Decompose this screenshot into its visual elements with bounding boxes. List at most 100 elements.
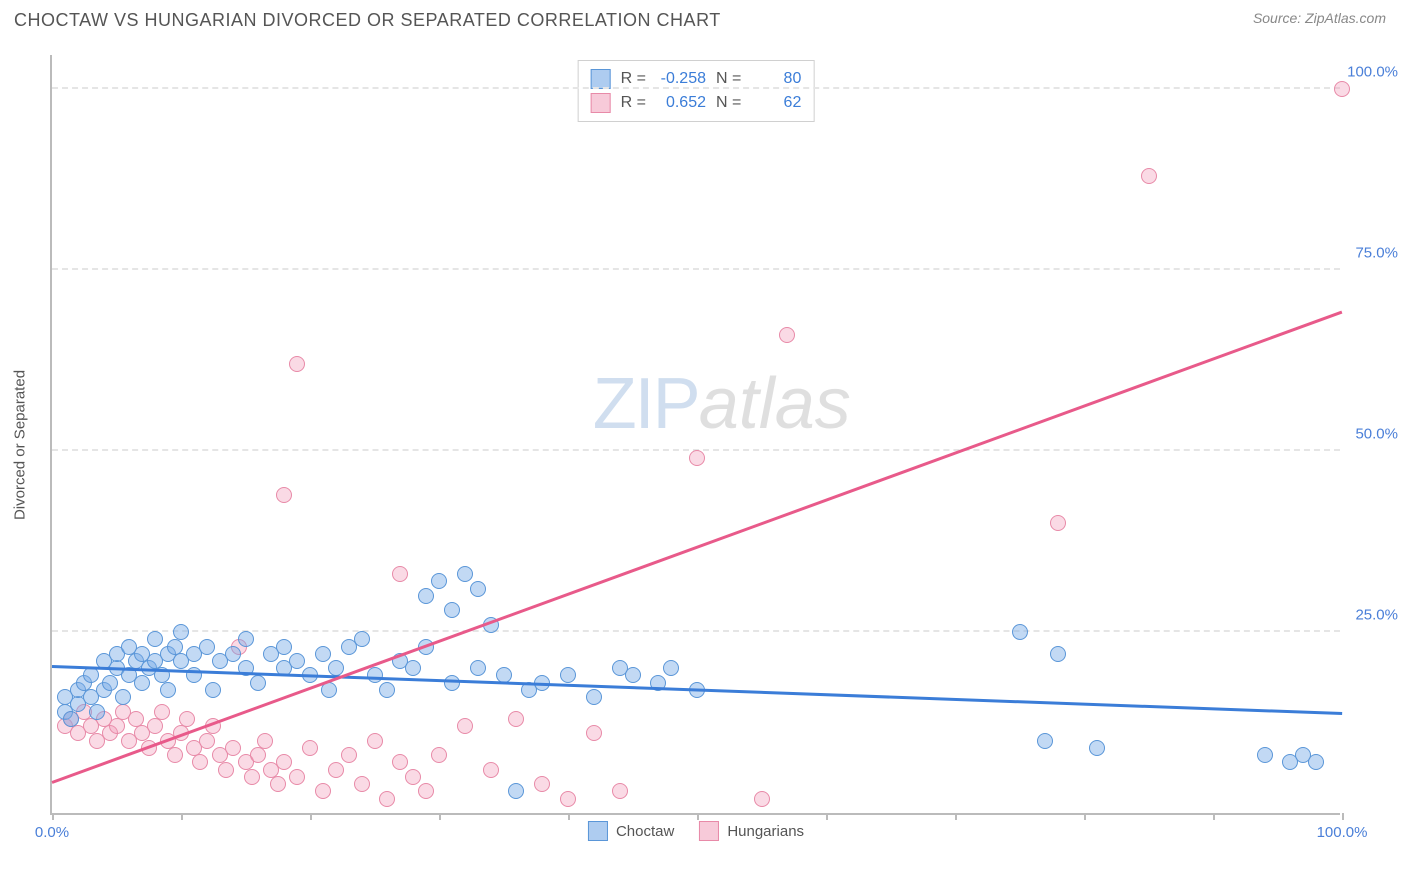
data-point (63, 711, 79, 727)
data-point (179, 711, 195, 727)
data-point (431, 747, 447, 763)
x-tick-label: 100.0% (1317, 824, 1368, 841)
n-label: N = (716, 70, 741, 88)
x-tick (52, 813, 54, 820)
data-point (586, 689, 602, 705)
data-point (1037, 733, 1053, 749)
x-tick (181, 813, 183, 820)
data-point (328, 762, 344, 778)
scatter-plot: ZIPatlas R = -0.258 N = 80 R = 0.652 N =… (50, 55, 1340, 815)
trendline-pink (51, 311, 1342, 784)
data-point (205, 682, 221, 698)
data-point (663, 660, 679, 676)
data-point (244, 769, 260, 785)
data-point (457, 718, 473, 734)
n-value-blue: 80 (751, 70, 801, 88)
data-point (225, 740, 241, 756)
legend-item-hungarians: Hungarians (699, 821, 804, 841)
x-tick (697, 813, 699, 820)
data-point (689, 450, 705, 466)
data-point (405, 769, 421, 785)
data-point (457, 566, 473, 582)
legend-item-choctaw: Choctaw (588, 821, 674, 841)
data-point (147, 631, 163, 647)
data-point (534, 776, 550, 792)
correlation-legend: R = -0.258 N = 80 R = 0.652 N = 62 (578, 60, 815, 122)
x-tick (439, 813, 441, 820)
data-point (302, 740, 318, 756)
data-point (199, 639, 215, 655)
data-point (270, 776, 286, 792)
y-axis-label: Divorced or Separated (12, 370, 29, 520)
x-tick (1213, 813, 1215, 820)
data-point (483, 762, 499, 778)
data-point (508, 783, 524, 799)
data-point (250, 675, 266, 691)
data-point (779, 327, 795, 343)
data-point (289, 653, 305, 669)
swatch-pink-icon (699, 821, 719, 841)
data-point (328, 660, 344, 676)
trendline-blue (52, 665, 1342, 715)
legend-label-hungarians: Hungarians (727, 823, 804, 840)
x-tick (1084, 813, 1086, 820)
data-point (218, 762, 234, 778)
data-point (147, 718, 163, 734)
data-point (154, 704, 170, 720)
data-point (315, 646, 331, 662)
source-name: ZipAtlas.com (1305, 10, 1386, 26)
data-point (405, 660, 421, 676)
data-point (1141, 168, 1157, 184)
data-point (257, 733, 273, 749)
source-prefix: Source: (1253, 10, 1305, 26)
data-point (470, 660, 486, 676)
data-point (625, 667, 641, 683)
x-tick (568, 813, 570, 820)
gridline (52, 268, 1340, 270)
r-value-blue: -0.258 (656, 70, 706, 88)
n-value-pink: 62 (751, 94, 801, 112)
data-point (418, 588, 434, 604)
y-tick-label: 75.0% (1355, 245, 1398, 262)
data-point (754, 791, 770, 807)
data-point (289, 356, 305, 372)
legend-row-pink: R = 0.652 N = 62 (591, 91, 802, 115)
data-point (470, 581, 486, 597)
data-point (1050, 646, 1066, 662)
x-tick (310, 813, 312, 820)
r-label: R = (621, 94, 646, 112)
data-point (354, 776, 370, 792)
data-point (1334, 81, 1350, 97)
data-point (109, 718, 125, 734)
data-point (560, 667, 576, 683)
data-point (115, 689, 131, 705)
data-point (83, 667, 99, 683)
data-point (341, 747, 357, 763)
data-point (167, 747, 183, 763)
data-point (1308, 754, 1324, 770)
data-point (1012, 624, 1028, 640)
data-point (586, 725, 602, 741)
data-point (134, 675, 150, 691)
x-tick (955, 813, 957, 820)
data-point (225, 646, 241, 662)
data-point (89, 704, 105, 720)
chart-area: Divorced or Separated ZIPatlas R = -0.25… (50, 55, 1390, 835)
data-point (367, 667, 383, 683)
data-point (276, 754, 292, 770)
data-point (379, 682, 395, 698)
watermark: ZIPatlas (593, 363, 851, 445)
series-legend: Choctaw Hungarians (588, 821, 804, 841)
data-point (367, 733, 383, 749)
y-tick-label: 25.0% (1355, 607, 1398, 624)
data-point (379, 791, 395, 807)
data-point (418, 783, 434, 799)
data-point (1257, 747, 1273, 763)
data-point (444, 602, 460, 618)
data-point (160, 682, 176, 698)
data-point (392, 754, 408, 770)
watermark-atlas: atlas (699, 364, 851, 444)
swatch-blue-icon (591, 69, 611, 89)
y-tick-label: 50.0% (1355, 426, 1398, 443)
gridline (52, 87, 1340, 89)
